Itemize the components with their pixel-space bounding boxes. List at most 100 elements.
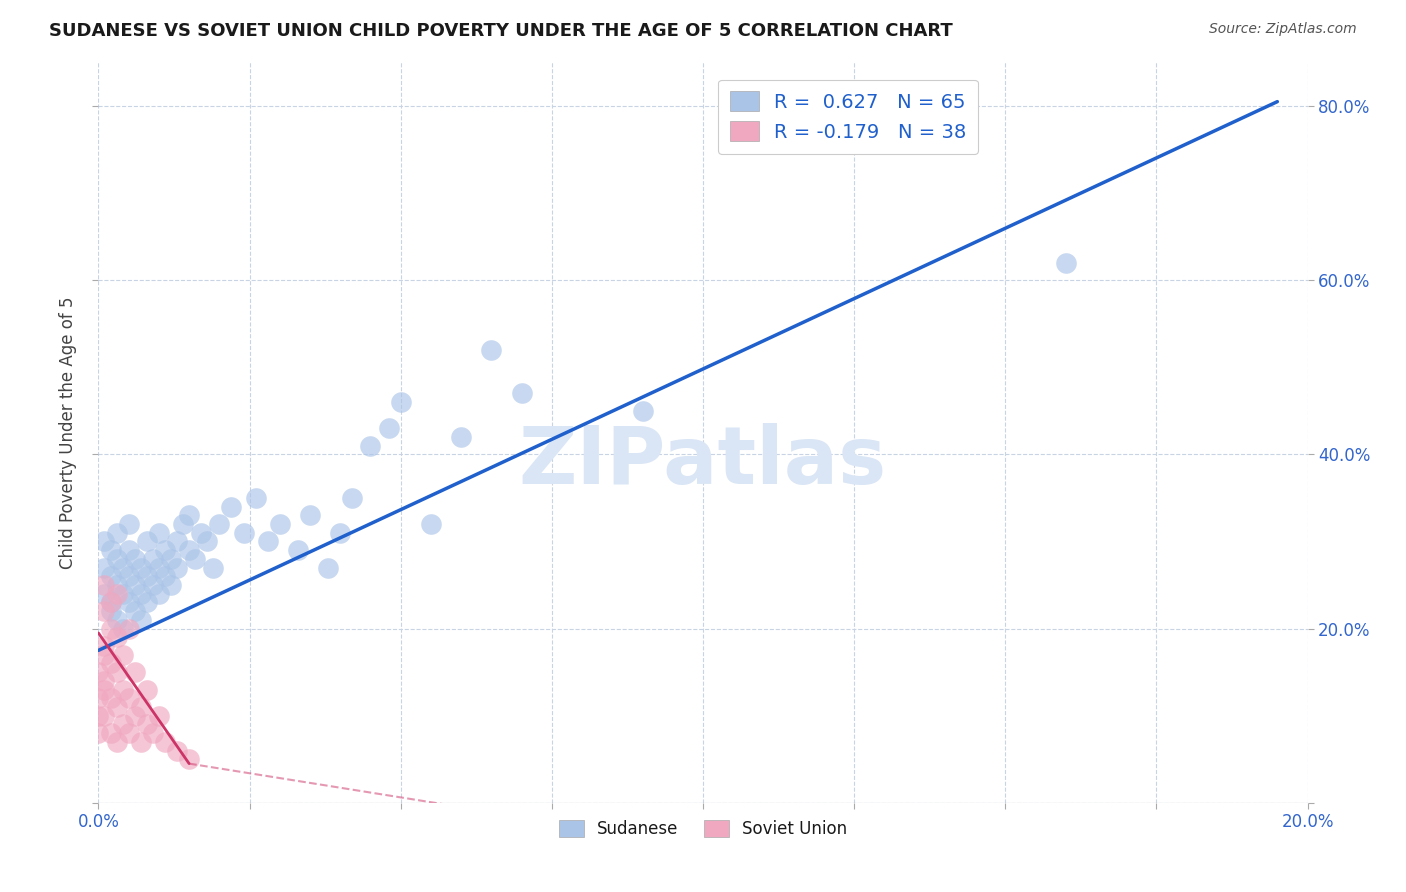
Point — [135, 682, 157, 697]
Point — [100, 595, 122, 609]
Point — [245, 491, 267, 505]
Point — [510, 386, 533, 401]
Point — [179, 543, 201, 558]
Point — [100, 657, 122, 671]
Point — [93, 708, 115, 723]
Point — [329, 525, 352, 540]
Point — [184, 552, 207, 566]
Point — [299, 508, 322, 523]
Point — [93, 648, 115, 662]
Point — [87, 691, 110, 706]
Point — [160, 578, 183, 592]
Point — [124, 665, 146, 680]
Point — [124, 578, 146, 592]
Point — [135, 534, 157, 549]
Point — [129, 700, 152, 714]
Point — [129, 735, 152, 749]
Point — [105, 665, 128, 680]
Point — [105, 578, 128, 592]
Point — [153, 735, 176, 749]
Point — [93, 534, 115, 549]
Point — [93, 682, 115, 697]
Point — [450, 430, 472, 444]
Point — [166, 534, 188, 549]
Point — [631, 404, 654, 418]
Point — [135, 569, 157, 583]
Y-axis label: Child Poverty Under the Age of 5: Child Poverty Under the Age of 5 — [59, 296, 77, 569]
Point — [1054, 256, 1077, 270]
Point — [105, 613, 128, 627]
Point — [153, 569, 176, 583]
Point — [142, 552, 165, 566]
Point — [160, 552, 183, 566]
Point — [179, 752, 201, 766]
Point — [93, 673, 115, 688]
Point — [195, 534, 218, 549]
Point — [93, 639, 115, 653]
Text: SUDANESE VS SOVIET UNION CHILD POVERTY UNDER THE AGE OF 5 CORRELATION CHART: SUDANESE VS SOVIET UNION CHILD POVERTY U… — [49, 22, 953, 40]
Point — [100, 569, 122, 583]
Point — [124, 604, 146, 618]
Point — [202, 560, 225, 574]
Point — [100, 726, 122, 740]
Point — [153, 543, 176, 558]
Point — [111, 587, 134, 601]
Point — [93, 604, 115, 618]
Point — [118, 517, 141, 532]
Point — [148, 587, 170, 601]
Point — [93, 587, 115, 601]
Point — [221, 500, 243, 514]
Point — [316, 560, 339, 574]
Point — [142, 726, 165, 740]
Point — [118, 569, 141, 583]
Legend: Sudanese, Soviet Union: Sudanese, Soviet Union — [551, 812, 855, 847]
Point — [179, 508, 201, 523]
Point — [342, 491, 364, 505]
Point — [111, 682, 134, 697]
Point — [420, 517, 443, 532]
Point — [124, 708, 146, 723]
Text: ZIPatlas: ZIPatlas — [519, 423, 887, 501]
Point — [256, 534, 278, 549]
Point — [105, 587, 128, 601]
Point — [100, 543, 122, 558]
Text: Source: ZipAtlas.com: Source: ZipAtlas.com — [1209, 22, 1357, 37]
Point — [135, 595, 157, 609]
Point — [208, 517, 231, 532]
Point — [481, 343, 503, 357]
Point — [190, 525, 212, 540]
Point — [93, 560, 115, 574]
Point — [135, 717, 157, 731]
Point — [124, 552, 146, 566]
Point — [377, 421, 399, 435]
Point — [100, 604, 122, 618]
Point — [118, 726, 141, 740]
Point — [118, 691, 141, 706]
Point — [142, 578, 165, 592]
Point — [105, 735, 128, 749]
Point — [166, 743, 188, 757]
Point — [389, 395, 412, 409]
Point — [118, 543, 141, 558]
Point — [111, 717, 134, 731]
Point — [105, 525, 128, 540]
Point — [105, 700, 128, 714]
Point — [87, 708, 110, 723]
Point — [172, 517, 194, 532]
Point — [105, 630, 128, 644]
Point — [129, 613, 152, 627]
Point — [100, 595, 122, 609]
Point — [87, 726, 110, 740]
Point — [87, 665, 110, 680]
Point — [360, 439, 382, 453]
Point — [148, 525, 170, 540]
Point — [111, 648, 134, 662]
Point — [93, 578, 115, 592]
Point — [118, 595, 141, 609]
Point — [111, 560, 134, 574]
Point — [118, 622, 141, 636]
Point — [269, 517, 291, 532]
Point — [232, 525, 254, 540]
Point — [100, 691, 122, 706]
Point — [148, 708, 170, 723]
